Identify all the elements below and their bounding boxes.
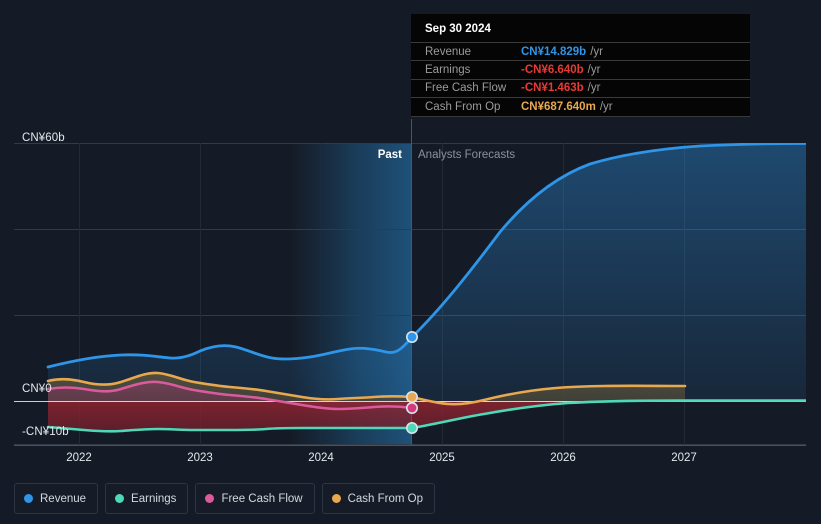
highlight-markers — [405, 330, 418, 434]
x-axis-label-2023: 2023 — [187, 452, 213, 464]
y-axis-label-60b: CN¥60b — [22, 132, 65, 144]
tooltip-row: Free Cash Flow -CN¥1.463b/yr — [411, 78, 750, 97]
x-axis-label-2024: 2024 — [308, 452, 334, 464]
tooltip-row-value: -CN¥1.463b — [521, 82, 584, 95]
tooltip-row-value: CN¥14.829b — [521, 45, 587, 58]
chart-legend: Revenue Earnings Free Cash Flow Cash From O… — [14, 483, 436, 514]
y-axis-label-neg10b: -CN¥10b — [22, 426, 69, 438]
legend-item-free-cash-flow[interactable]: Free Cash Flow — [195, 483, 315, 514]
legend-item-label: Earnings — [131, 492, 177, 505]
legend-item-revenue[interactable]: Revenue — [14, 483, 99, 514]
tooltip-row-unit: /yr — [587, 64, 601, 77]
marker-revenue — [405, 330, 418, 343]
earnings-line — [46, 399, 806, 433]
legend-item-cash-from-op[interactable]: Cash From Op — [321, 483, 436, 514]
tooltip-row: Cash From Op CN¥687.640m/yr — [411, 97, 750, 117]
earnings-area — [48, 401, 806, 432]
marker-cashfromop — [405, 390, 418, 403]
legend-item-earnings[interactable]: Earnings — [105, 483, 189, 514]
tooltip-row-label: Cash From Op — [425, 100, 501, 113]
legend-item-label: Free Cash Flow — [221, 492, 303, 505]
tooltip-row-unit: /yr — [590, 45, 603, 58]
tooltip-date: Sep 30 2024 — [425, 23, 491, 35]
x-axis-label-2022: 2022 — [66, 452, 92, 464]
cashfromop-line — [46, 371, 687, 406]
tooltip-row-value: -CN¥6.640b — [521, 64, 584, 77]
marker-fcf — [405, 401, 418, 414]
fcf-line — [46, 380, 414, 411]
tooltip-row-unit: /yr — [599, 100, 613, 113]
tooltip-row-label: Earnings — [425, 64, 471, 77]
legend-item-label: Cash From Op — [347, 492, 424, 505]
legend-item-label: Revenue — [40, 492, 87, 505]
y-axis-label-0: CN¥0 — [22, 383, 52, 395]
analysts-forecasts-label: Analysts Forecasts — [418, 149, 516, 161]
x-axis-label-2025: 2025 — [429, 452, 455, 464]
past-label: Past — [377, 149, 402, 161]
revenue-area — [48, 143, 806, 401]
tooltip-row-value: CN¥687.640m — [521, 100, 596, 113]
legend-color-dot — [24, 494, 33, 503]
revenue-line — [46, 143, 806, 369]
tooltip-row-label: Free Cash Flow — [425, 82, 507, 95]
legend-color-dot — [205, 494, 215, 503]
tooltip-row-label: Revenue — [425, 45, 472, 58]
chart-plot-area — [14, 119, 806, 446]
tooltip-rows: Revenue CN¥14.829b/yr Earnings -CN¥6.640b/y… — [411, 42, 750, 117]
tooltip-row: Earnings -CN¥6.640b/yr — [411, 60, 750, 78]
legend-color-dot — [115, 494, 125, 503]
data-tooltip: Sep 30 2024 Revenue CN¥14.829b/yr Earnings… — [411, 14, 750, 117]
marker-earnings — [405, 421, 418, 434]
x-axis-label-2026: 2026 — [550, 452, 576, 464]
x-axis-label-2027: 2027 — [671, 452, 697, 464]
tooltip-row: Revenue CN¥14.829b/yr — [411, 42, 750, 60]
tooltip-row-unit: /yr — [587, 82, 601, 95]
legend-color-dot — [331, 494, 341, 503]
